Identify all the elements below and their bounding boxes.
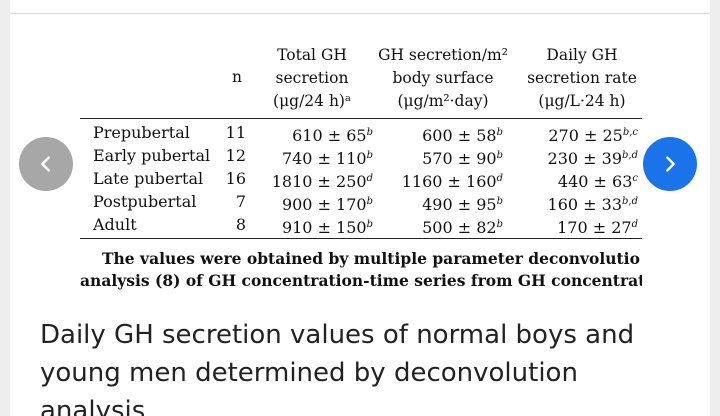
cell-group-value: Late pubertal bbox=[93, 169, 204, 188]
cell-n: 12 bbox=[222, 144, 246, 167]
footnote-marker: d bbox=[631, 219, 638, 230]
cell-group: Early pubertal bbox=[93, 144, 223, 167]
cell-group: Prepubertal bbox=[93, 121, 223, 144]
cell-area: 1160 ± 160d bbox=[385, 167, 503, 193]
footnote-marker: b bbox=[496, 127, 503, 138]
footnote-marker: b bbox=[496, 219, 503, 230]
cell-group: Late pubertal bbox=[93, 167, 223, 190]
footnote-marker: b,c bbox=[622, 127, 638, 138]
cell-rate-value: 170 ± 27 bbox=[557, 218, 632, 237]
header-rule bbox=[80, 118, 642, 119]
footnote-marker: b bbox=[366, 127, 373, 138]
cell-area-value: 1160 ± 160 bbox=[401, 172, 497, 191]
cell-rate-value: 440 ± 63 bbox=[557, 172, 633, 191]
cell-group-value: Postpubertal bbox=[93, 192, 197, 211]
cell-n: 11 bbox=[222, 121, 246, 144]
cell-area-value: 600 ± 58 bbox=[422, 126, 497, 145]
header-area-line2: body surface bbox=[392, 69, 494, 87]
cell-total-value: 1810 ± 250 bbox=[271, 172, 367, 191]
cell-n-value: 7 bbox=[235, 192, 246, 211]
header-area-line1: GH secretion/m² bbox=[378, 46, 508, 64]
cell-rate: 230 ± 39b,d bbox=[520, 144, 638, 170]
chevron-left-icon bbox=[41, 156, 50, 172]
footnote-marker: b,d bbox=[622, 150, 638, 161]
cell-rate: 270 ± 25b,c bbox=[520, 121, 638, 147]
header-rate: Daily GH secretion rate (μg/L·24 h) bbox=[522, 44, 642, 113]
chevron-right-icon bbox=[666, 156, 675, 172]
footnote-line-2: analysis (8) of GH concentration-time se… bbox=[80, 271, 642, 290]
header-total-line1: Total GH bbox=[277, 46, 347, 64]
cell-rate: 170 ± 27d bbox=[520, 213, 638, 239]
cell-total-value: 910 ± 150 bbox=[281, 218, 367, 237]
cell-total: 1810 ± 250d bbox=[255, 167, 373, 193]
cell-area: 570 ± 90b bbox=[385, 144, 503, 170]
cell-n: 8 bbox=[222, 213, 246, 236]
cell-area-value: 500 ± 82 bbox=[422, 218, 497, 237]
cell-n-value: 11 bbox=[225, 123, 246, 142]
cell-rate: 160 ± 33b,d bbox=[520, 190, 638, 216]
header-rate-line3: (μg/L·24 h) bbox=[538, 92, 626, 110]
footnote-marker: d bbox=[496, 173, 503, 184]
cell-total-value: 740 ± 110 bbox=[281, 149, 367, 168]
image-card bbox=[10, 0, 710, 416]
cell-area-value: 490 ± 95 bbox=[422, 195, 497, 214]
footnote-marker: d bbox=[366, 173, 373, 184]
cell-total-value: 900 ± 170 bbox=[281, 195, 367, 214]
footnote-marker: b bbox=[496, 150, 503, 161]
cell-group: Adult bbox=[93, 213, 223, 236]
table-row: Prepubertal 11 610 ± 65b 600 ± 58b 270 ± 25b… bbox=[80, 121, 642, 147]
cell-total: 910 ± 150b bbox=[255, 213, 373, 239]
cell-total: 740 ± 110b bbox=[255, 144, 373, 170]
cell-rate-value: 270 ± 25 bbox=[548, 126, 623, 145]
footnote-marker: b bbox=[366, 150, 373, 161]
cell-total: 900 ± 170b bbox=[255, 190, 373, 216]
footnote-marker: c bbox=[632, 173, 638, 184]
image-caption: Daily GH secretion values of normal boys… bbox=[40, 320, 635, 416]
cell-group-value: Early pubertal bbox=[93, 146, 211, 165]
cell-n-value: 8 bbox=[235, 215, 246, 234]
footnote-line-1: The values were obtained by multiple par… bbox=[102, 249, 640, 268]
previous-button[interactable] bbox=[19, 137, 73, 191]
top-divider bbox=[10, 13, 710, 14]
table-row: Late pubertal 16 1810 ± 250d 1160 ± 160d 440… bbox=[80, 167, 642, 193]
cell-group: Postpubertal bbox=[93, 190, 223, 213]
table-row: Postpubertal 7 900 ± 170b 490 ± 95b 160 ± 33… bbox=[80, 190, 642, 216]
header-area: GH secretion/m² body surface (μg/m²·day) bbox=[372, 44, 514, 113]
header-total: Total GH secretion (μg/24 h)ᵃ bbox=[252, 44, 372, 113]
header-area-line3: (μg/m²·day) bbox=[397, 92, 489, 110]
cell-n-value: 16 bbox=[225, 169, 246, 188]
cell-rate: 440 ± 63c bbox=[520, 167, 638, 193]
table-row: Adult 8 910 ± 150b 500 ± 82b 170 ± 27d bbox=[80, 213, 642, 239]
header-total-line2: secretion bbox=[275, 69, 349, 87]
bottom-rule bbox=[80, 238, 642, 239]
cell-area: 500 ± 82b bbox=[385, 213, 503, 239]
cell-rate-value: 160 ± 33 bbox=[547, 195, 623, 214]
cell-n: 16 bbox=[222, 167, 246, 190]
footnote-marker: b,d bbox=[622, 196, 638, 207]
cell-total: 610 ± 65b bbox=[255, 121, 373, 147]
table-row: Early pubertal 12 740 ± 110b 570 ± 90b 230 ±… bbox=[80, 144, 642, 170]
cell-group-value: Adult bbox=[93, 215, 137, 234]
cell-area-value: 570 ± 90 bbox=[422, 149, 497, 168]
header-total-line3: (μg/24 h)ᵃ bbox=[273, 92, 351, 110]
next-button[interactable] bbox=[643, 137, 697, 191]
cell-area: 600 ± 58b bbox=[385, 121, 503, 147]
footnote-marker: b bbox=[366, 196, 373, 207]
cell-n: 7 bbox=[222, 190, 246, 213]
cell-group-value: Prepubertal bbox=[93, 123, 190, 142]
cell-area: 490 ± 95b bbox=[385, 190, 503, 216]
header-rate-line1: Daily GH bbox=[546, 46, 618, 64]
table-image: n Total GH secretion (μg/24 h)ᵃ GH secre… bbox=[80, 40, 642, 290]
footnote-marker: b bbox=[496, 196, 503, 207]
cell-n-value: 12 bbox=[225, 146, 246, 165]
header-rate-line2: secretion rate bbox=[527, 69, 637, 87]
header-n: n bbox=[232, 68, 242, 86]
cell-rate-value: 230 ± 39 bbox=[547, 149, 623, 168]
footnote-marker: b bbox=[366, 219, 373, 230]
cell-total-value: 610 ± 65 bbox=[292, 126, 367, 145]
